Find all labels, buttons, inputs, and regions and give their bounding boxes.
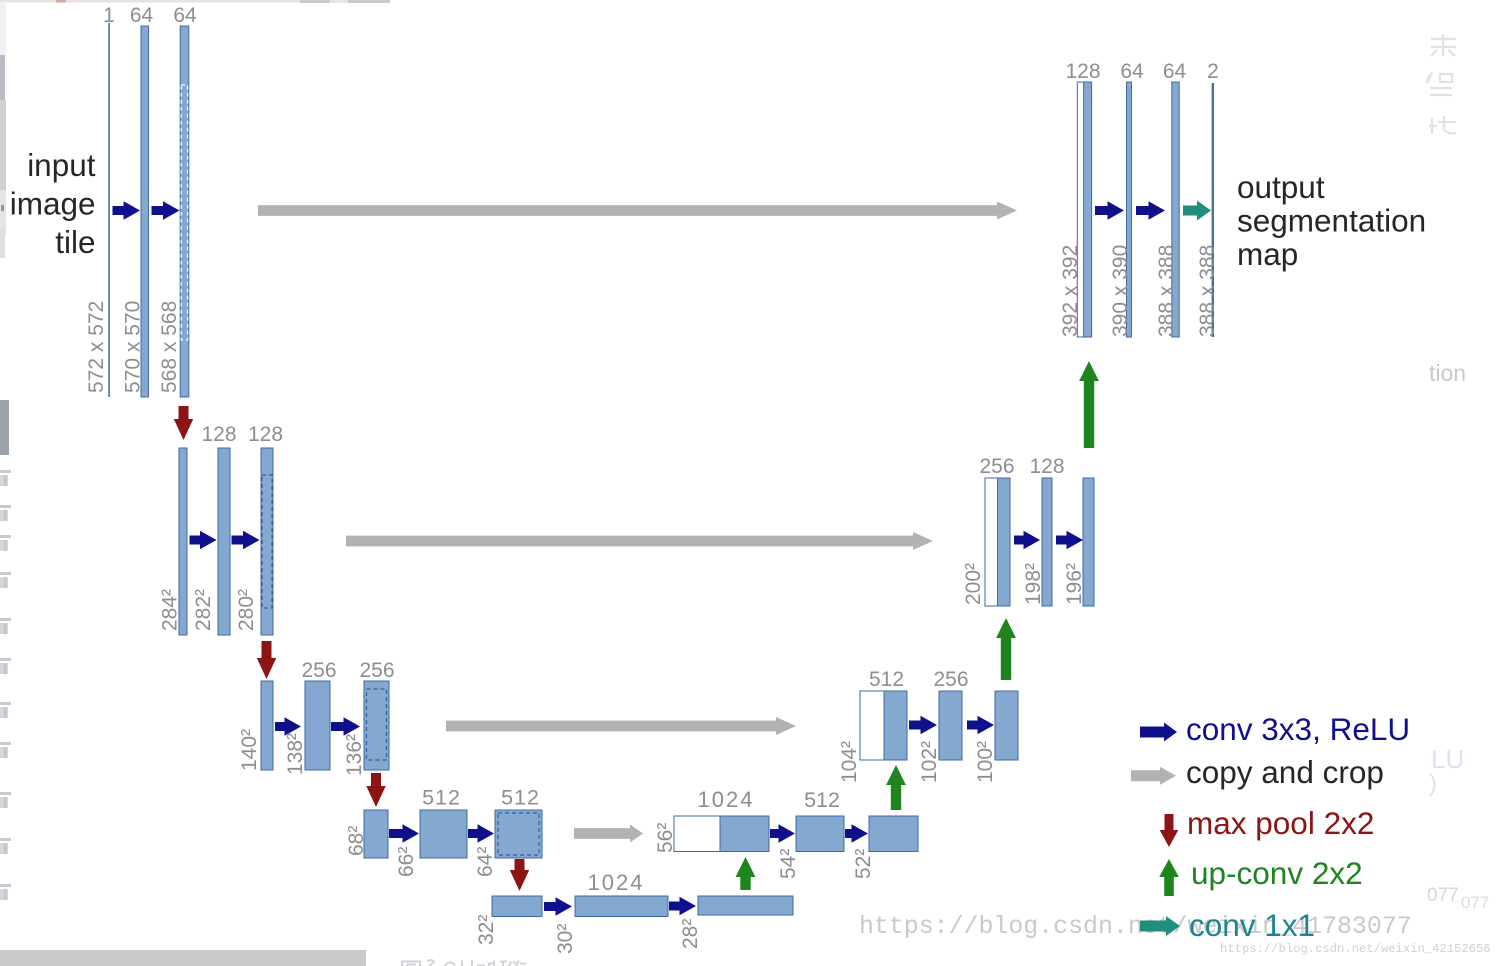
svg-text:1: 1 <box>103 4 115 27</box>
svg-text:128: 128 <box>1065 60 1100 83</box>
svg-text:136²: 136² <box>343 734 366 776</box>
svg-text:140²: 140² <box>238 729 261 771</box>
svg-text:tion: tion <box>1429 360 1466 386</box>
svg-text:56²: 56² <box>654 823 677 853</box>
svg-text:1024: 1024 <box>698 787 755 812</box>
svg-text:LU: LU <box>1431 744 1464 774</box>
svg-text:390 x 390: 390 x 390 <box>1109 245 1132 337</box>
svg-text:256: 256 <box>301 659 336 682</box>
svg-text:568 x 568: 568 x 568 <box>158 301 181 393</box>
svg-text:280²: 280² <box>235 589 258 631</box>
svg-text:54²: 54² <box>777 849 800 879</box>
svg-text:32²: 32² <box>475 915 498 945</box>
svg-text:198²: 198² <box>1022 563 1045 605</box>
svg-text:2: 2 <box>1207 60 1219 83</box>
svg-text:map: map <box>1237 236 1298 272</box>
svg-text:512: 512 <box>869 668 904 691</box>
svg-text:128: 128 <box>201 423 236 446</box>
svg-text:copy and crop: copy and crop <box>1186 754 1384 790</box>
svg-text:66²: 66² <box>395 847 418 877</box>
svg-text:077: 077 <box>1461 893 1489 912</box>
svg-text:image: image <box>10 186 96 222</box>
svg-text:512: 512 <box>501 786 540 810</box>
svg-text:): ) <box>1429 770 1437 797</box>
svg-text:conv 3x3, ReLU: conv 3x3, ReLU <box>1186 711 1410 747</box>
svg-text:52²: 52² <box>852 849 875 879</box>
svg-text:1024: 1024 <box>588 870 645 895</box>
svg-text:104²: 104² <box>838 741 861 783</box>
svg-text:138²: 138² <box>284 733 307 775</box>
svg-text:256: 256 <box>359 659 394 682</box>
svg-text:102²: 102² <box>918 741 941 783</box>
svg-text:128: 128 <box>248 423 283 446</box>
svg-text:up-conv 2x2: up-conv 2x2 <box>1191 855 1363 891</box>
svg-text:200²: 200² <box>962 563 985 605</box>
svg-text:256: 256 <box>933 668 968 691</box>
svg-text:284²: 284² <box>159 589 182 631</box>
svg-text:max pool 2x2: max pool 2x2 <box>1187 805 1374 841</box>
svg-text:output: output <box>1237 169 1325 205</box>
svg-text:388 x 388: 388 x 388 <box>1196 245 1219 337</box>
svg-text:392 x 392: 392 x 392 <box>1059 245 1082 337</box>
svg-text:conv 1x1: conv 1x1 <box>1189 907 1315 943</box>
svg-text:196²: 196² <box>1063 563 1086 605</box>
svg-text:572 x 572: 572 x 572 <box>85 301 108 393</box>
svg-text:570 x 570: 570 x 570 <box>122 301 145 393</box>
svg-text:512: 512 <box>804 788 840 812</box>
svg-text:64: 64 <box>1120 60 1144 83</box>
svg-text:282²: 282² <box>192 589 215 631</box>
svg-text:64: 64 <box>1163 60 1187 83</box>
svg-text:https://blog.csdn.net/weixin_4: https://blog.csdn.net/weixin_41783077 <box>859 913 1412 941</box>
svg-text:tile: tile <box>55 224 95 260</box>
svg-text:https://blog.csdn.net/weixin_4: https://blog.csdn.net/weixin_42152656 <box>1220 942 1491 956</box>
svg-text:128: 128 <box>1029 455 1064 478</box>
svg-text:100²: 100² <box>974 741 997 783</box>
svg-text:64²: 64² <box>474 847 497 877</box>
svg-text:077: 077 <box>1427 885 1459 906</box>
svg-text:512: 512 <box>422 786 461 810</box>
svg-text:segmentation: segmentation <box>1237 203 1426 239</box>
svg-text:28²: 28² <box>679 919 702 949</box>
svg-text:68²: 68² <box>345 826 368 856</box>
svg-text:256: 256 <box>979 455 1014 478</box>
svg-text:64: 64 <box>130 4 154 27</box>
svg-text:388 x 388: 388 x 388 <box>1155 245 1178 337</box>
svg-text:input: input <box>27 147 96 183</box>
svg-text:64: 64 <box>173 4 197 27</box>
svg-text:30²: 30² <box>554 924 577 954</box>
